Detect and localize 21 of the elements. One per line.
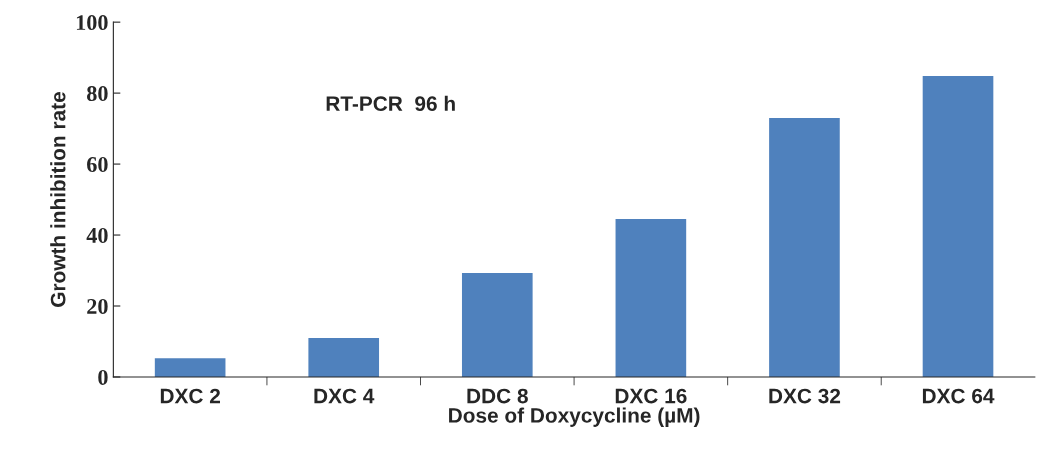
y-tick-label: 60 (87, 157, 108, 172)
y-tick-label: 100 (76, 15, 108, 31)
y-axis-title: Growth inhibition rate (50, 92, 66, 307)
bar (154, 358, 226, 377)
y-tick-label: 20 (87, 298, 108, 314)
y-tick-label: 0 (98, 369, 108, 385)
x-tick-label: DXC 2 (160, 388, 220, 404)
y-tick-label: 80 (87, 86, 108, 102)
x-tick-label: DDC 8 (467, 388, 528, 404)
bar (615, 219, 687, 377)
bar (922, 76, 994, 377)
y-tick-label: 40 (86, 227, 108, 243)
x-tick-label: DXC 4 (314, 388, 375, 404)
x-axis-title: Dose of Doxycycline (µM) (449, 407, 700, 427)
bar (461, 273, 533, 377)
bar (308, 337, 380, 377)
annotation: RT-PCR 96 h (326, 95, 455, 112)
bar (769, 117, 840, 377)
x-tick-label: DXC 16 (615, 388, 687, 404)
x-tick-label: DXC 64 (922, 388, 995, 404)
x-tick-label: DXC 32 (769, 388, 841, 404)
